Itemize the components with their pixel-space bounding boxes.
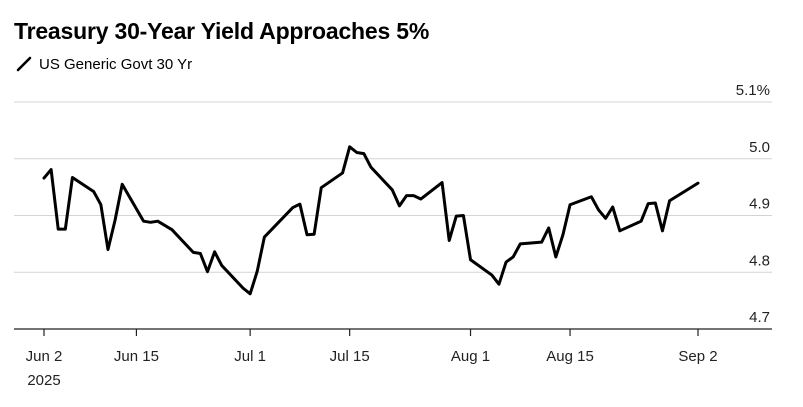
y-tick-label: 4.8 bbox=[749, 252, 770, 269]
x-axis-labels: Jun 2 2025 Jun 15 Jul 1 Jul 15 Aug 1 Aug 15 Sep… bbox=[26, 348, 718, 389]
x-tick-label: Jul 15 bbox=[330, 348, 370, 365]
x-tick-label: Jun 15 bbox=[114, 348, 159, 365]
x-tick-label: Sep 2 bbox=[678, 348, 717, 365]
x-tick-label: Jul 1 bbox=[234, 348, 266, 365]
y-tick-label: 4.9 bbox=[749, 196, 770, 213]
x-axis bbox=[14, 328, 772, 336]
x-tick-label: Jun 2 bbox=[26, 348, 63, 365]
legend-line-icon bbox=[16, 56, 32, 72]
x-tick-label: Aug 1 bbox=[451, 348, 490, 365]
legend-swatch-line bbox=[16, 56, 32, 72]
series-line bbox=[42, 145, 700, 296]
chart-title: Treasury 30-Year Yield Approaches 5% bbox=[14, 18, 430, 44]
x-tick-label: Aug 15 bbox=[546, 348, 594, 365]
legend: US Generic Govt 30 Yr bbox=[16, 54, 192, 74]
y-axis: 5.1% 5.0 4.9 4.8 4.7 bbox=[736, 82, 770, 326]
y-tick-label: 5.0 bbox=[749, 139, 770, 156]
y-tick-label: 4.7 bbox=[749, 309, 770, 326]
gridlines bbox=[14, 101, 772, 273]
y-tick-label: 5.1% bbox=[736, 82, 770, 99]
series-layer bbox=[42, 145, 700, 296]
x-tick-sublabel: 2025 bbox=[27, 372, 60, 389]
legend-label: US Generic Govt 30 Yr bbox=[39, 55, 193, 73]
